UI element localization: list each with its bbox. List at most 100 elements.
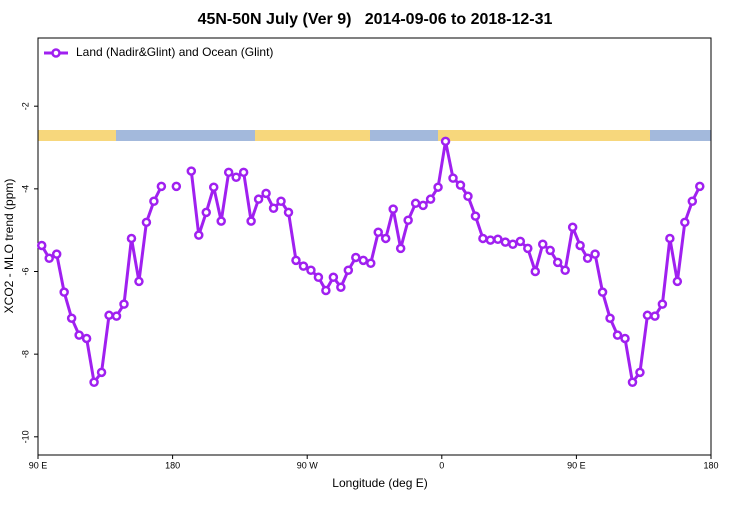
data-point [560,265,570,276]
legend-marker [51,48,61,58]
data-point [395,243,406,254]
data-point [291,255,301,266]
data-point [126,233,137,244]
data-point [44,253,54,264]
data-point [380,233,391,244]
data-point [627,377,638,388]
data-point [650,311,660,321]
data-point [485,235,496,245]
data-point [231,172,241,183]
data-point [567,222,578,233]
data-point [59,287,69,297]
data-point [261,188,271,199]
land [438,130,650,141]
data-point [201,207,211,218]
data-point [351,252,361,263]
data-point [440,136,451,147]
data-point [223,167,234,178]
data-point [246,216,256,226]
y-tick-label: -6 [20,267,30,275]
map-strip [38,130,711,141]
data-point [620,333,630,344]
data-point [403,215,413,226]
data-point [298,261,309,271]
data-point [373,227,383,237]
data-point [156,181,167,192]
x-tick-label: 90 E [29,460,48,470]
y-tick-label: -8 [20,350,30,358]
data-point [276,196,286,206]
data-point [186,166,197,176]
data-point [313,272,324,283]
data-point [149,196,159,206]
data-point [336,282,346,292]
x-tick-label: 90 E [567,460,586,470]
data-point [425,194,436,204]
data-point [96,367,107,378]
x-axis-label: Longitude (deg E) [332,476,427,490]
data-point [306,265,316,276]
legend-label: Land (Nadir&Glint) and Ocean (Glint) [76,45,273,59]
x-tick-label: 180 [165,460,180,470]
x-tick-label: 180 [703,460,718,470]
data-point [410,198,421,209]
data-point [575,240,585,251]
data-point [605,313,615,323]
data-point [538,239,548,249]
data-point [216,216,226,226]
data-point [470,211,481,221]
data-point [81,333,92,344]
data-point [687,196,698,206]
data-point [134,276,144,287]
data-point [36,240,47,251]
data-point [612,330,623,340]
data-point [388,204,398,214]
data-point [111,311,122,321]
data-point [89,377,99,388]
data-point [66,313,77,323]
x-tick-label: 0 [439,460,444,470]
data-point [328,272,339,283]
y-tick-label: -4 [20,185,30,193]
data-point [665,233,675,244]
data-point [104,310,114,321]
x-tick-label: 90 W [297,460,319,470]
data-point [463,191,473,202]
data-point [253,194,264,204]
data-point [500,237,511,247]
data-point [51,249,62,259]
data-point [545,245,555,256]
data-point [268,203,279,214]
data-point [672,276,683,287]
chart-title: 45N-50N July (Ver 9) 2014-09-06 to 2018-… [198,11,553,28]
data-point [343,265,354,276]
data-point [208,182,219,192]
land [255,130,370,141]
data-point [238,167,249,178]
data-point [515,236,526,247]
data-point [523,243,533,254]
data-point [448,173,458,183]
land [38,130,116,141]
data-point [695,181,705,192]
y-axis-label: XCO2 - MLO trend (ppm) [2,179,16,314]
data-point [141,217,152,228]
y-tick-label: -2 [20,102,30,110]
data-point [74,330,84,340]
data-point [418,200,428,211]
data-point [358,255,369,266]
data-point [508,239,518,249]
data-point [552,257,563,268]
data-point [433,182,443,192]
data-point [582,253,593,264]
data-point [321,285,331,296]
data-point [455,180,466,190]
data-point [119,299,129,309]
data-point [493,234,503,245]
data-point [597,287,608,297]
data-point [478,233,488,244]
data-point [635,367,645,378]
data-point [642,310,653,321]
